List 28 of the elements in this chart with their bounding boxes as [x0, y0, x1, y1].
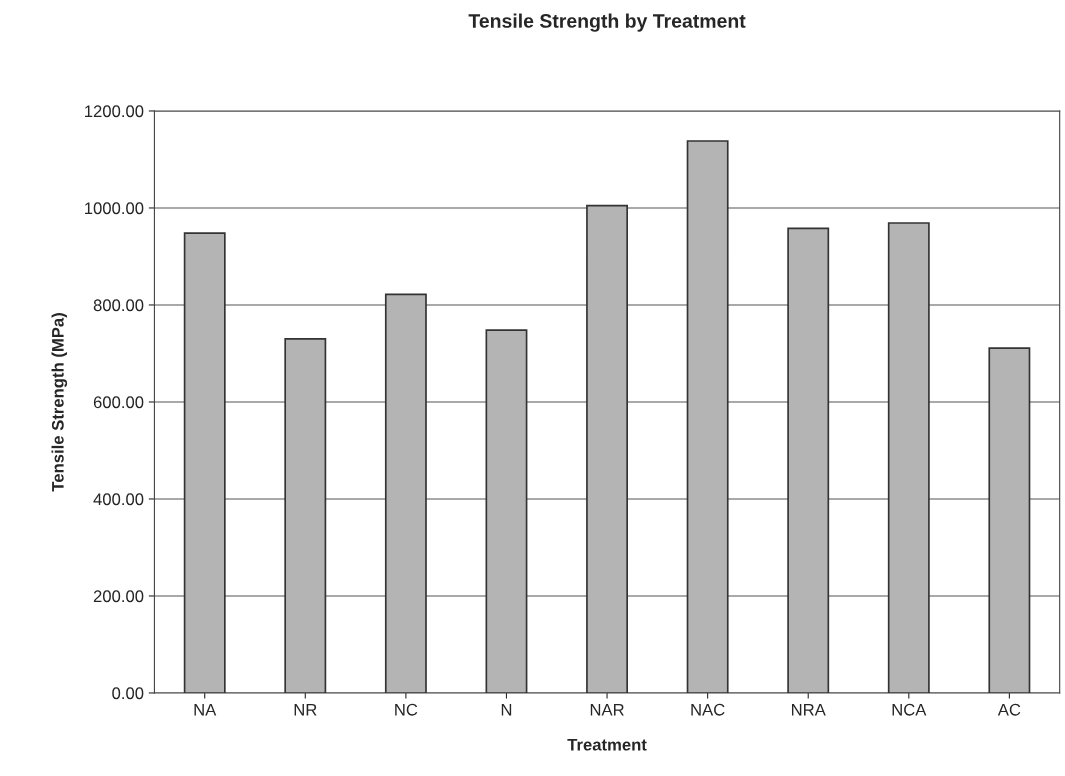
x-tick-label: NAR [590, 704, 624, 716]
y-tick-label: 200.00 [93, 590, 144, 603]
y-tick-label: 400.00 [93, 493, 144, 506]
y-axis-title: Tensile Strength (MPa) [51, 313, 68, 492]
bar [384, 293, 427, 693]
bar [887, 222, 930, 693]
bar [485, 329, 528, 693]
x-tick-label: AC [997, 703, 1021, 716]
bar [686, 140, 729, 693]
y-tick-label: 0.00 [112, 687, 144, 700]
x-tick-label: NC [395, 703, 418, 716]
y-tick-label: 600.00 [93, 396, 144, 409]
y-tick-label: 1000.00 [85, 202, 144, 215]
bar [284, 338, 327, 693]
bar [586, 204, 629, 693]
x-tick-label: NA [194, 704, 217, 716]
chart-title: Tensile Strength by Treatment [468, 13, 746, 32]
x-axis-title: Treatment [567, 738, 647, 751]
x-tick-label: NCA [892, 703, 927, 716]
bar [787, 227, 830, 693]
x-tick-label: NR [294, 704, 317, 716]
y-tick-label: 800.00 [93, 299, 144, 312]
x-tick-label: N [501, 704, 512, 716]
x-tick-label: NRA [791, 704, 826, 716]
x-tick-label: NAC [691, 703, 725, 716]
bar [988, 347, 1031, 693]
bar [183, 232, 226, 693]
y-tick-label: 1200.00 [85, 105, 144, 118]
